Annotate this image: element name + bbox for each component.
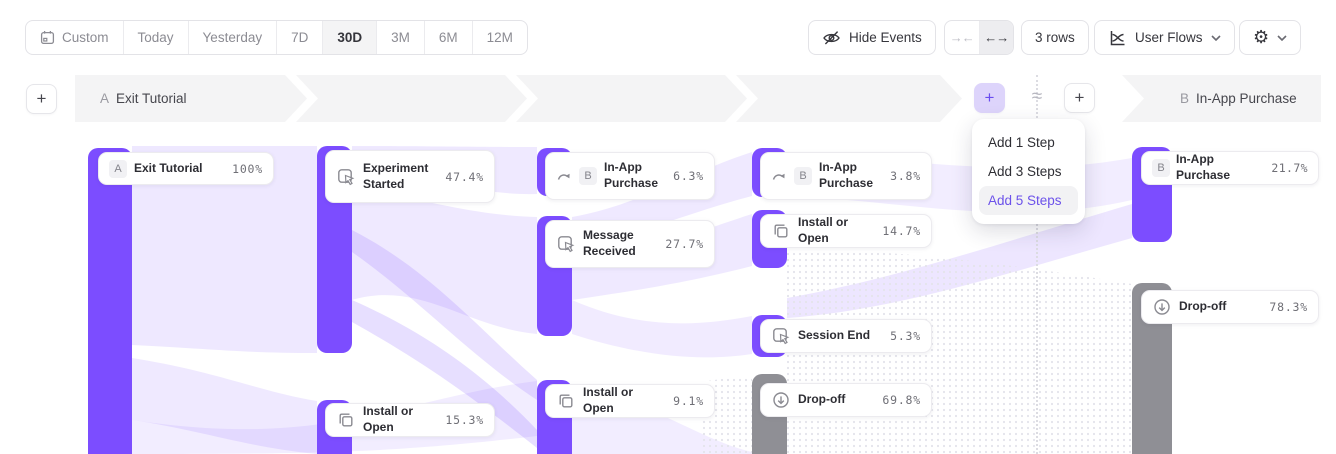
node-title: Install or Open bbox=[363, 404, 414, 434]
view-selector-label: User Flows bbox=[1135, 30, 1203, 45]
node-percent: 47.4% bbox=[445, 169, 484, 184]
node-install-or-open[interactable]: Install or Open 9.1% bbox=[545, 384, 715, 418]
node-message-received[interactable]: Message Received 27.7% bbox=[545, 220, 715, 268]
date-range-6m[interactable]: 6M bbox=[425, 21, 473, 54]
node-title: In-App Purchase bbox=[604, 160, 659, 190]
drop-off-arrow-icon bbox=[1154, 299, 1170, 315]
node-in-app-purchase[interactable]: B In-App Purchase 3.8% bbox=[760, 152, 932, 200]
overlap-squares-icon bbox=[559, 394, 573, 408]
node-in-app-purchase[interactable]: B In-App Purchase 6.3% bbox=[545, 152, 715, 200]
node-title: Session End bbox=[798, 328, 871, 343]
node-session-end[interactable]: Session End 5.3% bbox=[760, 319, 932, 353]
node-title: Drop-off bbox=[798, 392, 846, 407]
rows-count-button[interactable]: 3 rows bbox=[1021, 20, 1089, 55]
date-range-custom[interactable]: Custom bbox=[26, 21, 124, 54]
node-percent: 69.8% bbox=[882, 393, 921, 407]
chevron-down-icon bbox=[1277, 34, 1287, 41]
add-steps-menu: Add 1 Step Add 3 Steps Add 5 Steps bbox=[972, 119, 1085, 224]
step-a-title: Exit Tutorial bbox=[116, 91, 187, 106]
gear-icon: ⚙ bbox=[1253, 26, 1270, 48]
badge-b: B bbox=[1152, 159, 1170, 177]
node-drop-off[interactable]: Drop-off 69.8% bbox=[760, 383, 932, 417]
node-title: Install or Open bbox=[798, 215, 849, 245]
user-flows-chart-icon bbox=[1110, 30, 1125, 45]
plus-icon: + bbox=[984, 88, 995, 107]
rows-count-label: 3 rows bbox=[1035, 30, 1075, 45]
flow-bar bbox=[88, 148, 132, 454]
action-cursor-icon bbox=[338, 168, 355, 185]
menu-item-add-5-steps[interactable]: Add 5 Steps bbox=[979, 186, 1078, 215]
step-a-letter: A bbox=[100, 91, 110, 106]
step-b-letter: B bbox=[1180, 91, 1190, 106]
overlap-squares-icon bbox=[774, 224, 788, 238]
node-install-or-open[interactable]: Install or Open 15.3% bbox=[325, 403, 495, 437]
view-selector-button[interactable]: User Flows bbox=[1094, 20, 1235, 55]
node-title: Message Received bbox=[583, 228, 636, 258]
step-b-header[interactable]: B In-App Purchase bbox=[1180, 75, 1297, 122]
node-title: Install or Open bbox=[583, 385, 634, 415]
node-percent: 6.3% bbox=[673, 169, 704, 183]
node-title: In-App Purchase bbox=[1176, 152, 1231, 182]
overlap-squares-icon bbox=[339, 413, 353, 427]
node-title: In-App Purchase bbox=[819, 160, 874, 190]
menu-item-add-1-step[interactable]: Add 1 Step bbox=[988, 135, 1055, 150]
action-cursor-icon bbox=[773, 328, 790, 345]
node-percent: 21.7% bbox=[1271, 161, 1308, 175]
node-percent: 100% bbox=[232, 161, 263, 176]
node-percent: 15.3% bbox=[445, 413, 484, 427]
step-a-header[interactable]: A Exit Tutorial bbox=[100, 75, 187, 122]
node-title: Experiment Started bbox=[363, 160, 429, 191]
hide-events-button[interactable]: Hide Events bbox=[808, 20, 936, 55]
node-percent: 27.7% bbox=[665, 237, 704, 251]
add-start-step-button[interactable]: + bbox=[26, 84, 57, 114]
node-drop-off[interactable]: Drop-off 78.3% bbox=[1141, 290, 1319, 324]
add-steps-before-b-button[interactable]: + bbox=[1064, 83, 1095, 113]
approx-divider: ≈ bbox=[1031, 86, 1043, 107]
date-range-label: Custom bbox=[62, 30, 109, 45]
date-range-30d-selected[interactable]: 30D bbox=[323, 21, 378, 54]
badge-a: A bbox=[109, 159, 127, 178]
node-percent: 78.3% bbox=[1269, 300, 1308, 314]
section-divider-line bbox=[1036, 75, 1038, 454]
date-range-today[interactable]: Today bbox=[124, 21, 189, 54]
settings-button[interactable]: ⚙ bbox=[1239, 20, 1302, 55]
date-range-picker: Custom Today Yesterday 7D 30D 3M 6M 12M bbox=[25, 20, 528, 55]
badge-b: B bbox=[794, 167, 812, 185]
date-range-yesterday[interactable]: Yesterday bbox=[189, 21, 278, 54]
drop-off-arrow-icon bbox=[773, 392, 789, 408]
node-percent: 3.8% bbox=[890, 169, 921, 183]
node-percent: 5.3% bbox=[890, 329, 921, 343]
plus-icon: + bbox=[36, 89, 47, 108]
collapse-expand-toggle: →← ←→ bbox=[944, 20, 1014, 55]
node-percent: 14.7% bbox=[882, 224, 921, 238]
curved-arrow-icon bbox=[772, 173, 785, 180]
node-install-or-open[interactable]: Install or Open 14.7% bbox=[760, 214, 932, 248]
expand-columns-button[interactable]: ←→ bbox=[979, 21, 1013, 54]
date-range-3m[interactable]: 3M bbox=[377, 21, 425, 54]
plus-icon: + bbox=[1074, 88, 1085, 107]
add-steps-button-active[interactable]: + bbox=[974, 83, 1005, 113]
eye-off-icon bbox=[823, 30, 840, 44]
date-range-12m[interactable]: 12M bbox=[486, 30, 513, 45]
badge-b: B bbox=[579, 167, 597, 185]
collapse-columns-button[interactable]: →← bbox=[945, 21, 980, 54]
node-percent: 9.1% bbox=[673, 394, 704, 408]
node-title: Exit Tutorial bbox=[134, 160, 203, 175]
node-title: Drop-off bbox=[1179, 299, 1227, 314]
curved-arrow-icon bbox=[557, 173, 570, 180]
date-range-7d[interactable]: 7D bbox=[277, 21, 324, 54]
hide-events-label: Hide Events bbox=[849, 30, 922, 45]
node-experiment-started[interactable]: Experiment Started 47.4% bbox=[325, 150, 495, 203]
menu-item-add-3-steps[interactable]: Add 3 Steps bbox=[988, 164, 1062, 179]
node-in-app-purchase-b[interactable]: B In-App Purchase 21.7% bbox=[1141, 151, 1319, 185]
action-cursor-icon bbox=[558, 236, 575, 253]
step-b-title: In-App Purchase bbox=[1196, 91, 1297, 106]
chevron-down-icon bbox=[1210, 34, 1221, 41]
calendar-icon bbox=[40, 31, 55, 45]
node-exit-tutorial[interactable]: A Exit Tutorial 100% bbox=[98, 152, 274, 185]
